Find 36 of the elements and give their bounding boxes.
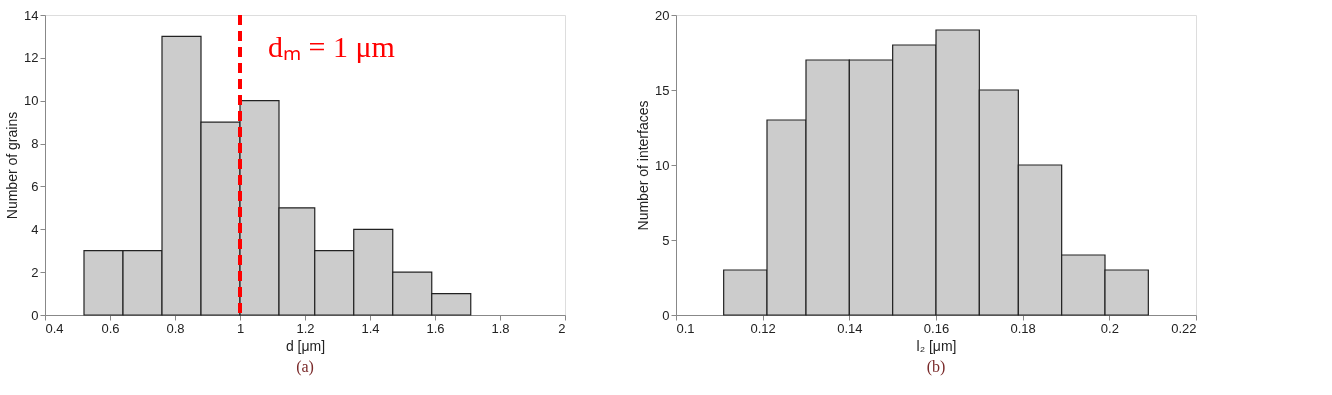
x-tick-label: 0.6 (101, 320, 120, 336)
x-tick-label: 1.6 (426, 320, 445, 336)
text: (b) (926, 358, 946, 376)
x-tick-label: 0.22 (1171, 320, 1197, 336)
x-tick-label: 0.1 (676, 320, 695, 336)
x-tick-label: 0.16 (923, 320, 950, 336)
y-tick-label: 15 (655, 82, 670, 98)
x-axis-title: l₂ [μm] (916, 337, 957, 354)
x-tick-label: 1.4 (361, 320, 380, 336)
x-axis-title: d [μm] (285, 337, 326, 354)
x-tick-label: 0.14 (837, 320, 863, 336)
x-tick-label: 2 (558, 320, 566, 336)
y-tick-label: 12 (24, 50, 39, 66)
y-tick-label: 10 (24, 93, 39, 109)
y-tick-label: 0 (31, 307, 39, 323)
x-tick-label: 1.2 (296, 320, 315, 336)
y-tick-label: 0 (662, 307, 670, 323)
x-tick-label: 0.18 (1010, 320, 1036, 336)
x-tick-label: 1.8 (491, 320, 510, 336)
y-tick-label: 5 (662, 232, 670, 248)
y-axis-title: Number of grains (4, 111, 21, 220)
y-tick-label: 4 (31, 221, 39, 237)
x-tick-label: 0.12 (750, 320, 776, 336)
y-tick-label: 8 (31, 136, 39, 152)
text: (a) (296, 358, 314, 376)
ref-line-label: dₘ = 1 μm (268, 30, 395, 63)
y-tick-label: 20 (655, 7, 670, 23)
x-tick-label: 0.2 (1100, 320, 1119, 336)
y-tick-label: 14 (24, 7, 39, 23)
x-tick-label: 1 (236, 320, 245, 336)
y-tick-label: 2 (31, 264, 39, 280)
y-axis-title: Number of interfaces (635, 100, 652, 231)
x-tick-label: 0.8 (166, 320, 185, 336)
y-tick-label: 10 (655, 157, 670, 173)
y-tick-label: 6 (31, 178, 39, 194)
x-tick-label: 0.4 (45, 320, 64, 336)
